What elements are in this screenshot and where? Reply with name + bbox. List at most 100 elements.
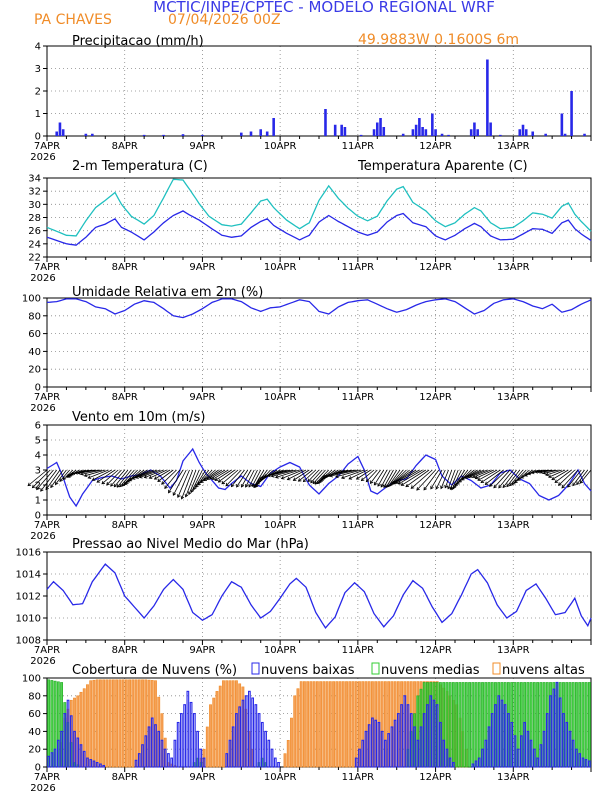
wind-arrow — [506, 469, 521, 487]
cloud-high-bar — [286, 739, 290, 768]
cloud-low-bar — [73, 730, 76, 768]
wind-arrow — [206, 469, 223, 480]
cloud-mid-bar — [474, 682, 478, 768]
wind-arrow — [157, 469, 174, 482]
wind-arrow — [144, 469, 164, 479]
cloud-low-bar — [241, 699, 245, 768]
cloud-high-bar — [303, 681, 306, 768]
precip-xtick-label: 9APR — [189, 141, 215, 152]
cloud-high-bar — [95, 679, 99, 768]
temp-ytick-label: 22 — [28, 253, 41, 264]
cloud-low-bar — [248, 690, 251, 768]
wind-arrow — [225, 469, 242, 487]
precip-xtick-year: 2026 — [30, 152, 55, 163]
cloud-low-bar — [176, 721, 180, 768]
cloud-low-bar — [264, 730, 267, 768]
wind-arrow-head — [444, 484, 448, 489]
wind-arrow — [106, 469, 122, 486]
wind-arrow-head — [110, 483, 114, 487]
cloud-low-bar — [231, 726, 235, 768]
cloud-low-bar — [442, 739, 446, 768]
cloud-low-bar — [134, 759, 138, 768]
wind-arrow-head — [410, 485, 415, 489]
cloud-low-bar — [396, 713, 400, 768]
cloud-low-bar — [529, 739, 533, 768]
wind-arrow-head — [221, 480, 226, 485]
wind-arrow — [191, 469, 203, 493]
wind-arrow-head — [128, 477, 133, 482]
cloud-high-bar — [293, 695, 297, 768]
cloud-low-bar — [257, 713, 261, 768]
cloud-high-bar — [341, 681, 345, 768]
cloud-low-bar — [507, 713, 510, 768]
wind-arrow — [50, 469, 64, 488]
wind-arrow-head — [203, 477, 208, 482]
precip-bar — [343, 127, 347, 136]
cloud-low-bar — [260, 721, 264, 768]
wind-arrow-head — [258, 476, 263, 481]
wind-arrow — [197, 469, 213, 486]
wind-arrow — [545, 469, 562, 476]
cloud-mid-bar — [464, 682, 468, 768]
humidity-xtick-label: 10APR — [264, 392, 297, 403]
cloud-mid-bar — [468, 682, 471, 768]
wind-arrow-head — [348, 476, 353, 480]
wind-arrow-head — [369, 480, 374, 485]
cloud-low-bar — [384, 739, 387, 768]
wind-arrow-head — [389, 482, 393, 487]
wind-arrow — [435, 469, 446, 490]
precip-ytick-label: 2 — [35, 87, 41, 98]
temp-ytick-label: 32 — [28, 187, 41, 198]
wind-arrow — [172, 469, 187, 496]
wind-arrow-head — [209, 476, 213, 480]
wind-arrow-head — [517, 477, 521, 481]
wind-arrow-head — [131, 476, 136, 480]
precip-bar — [414, 124, 418, 136]
cloud-panel: 0 20 40 60 80 100 7APR 8APR 9APR 10APR 11APR 12APR 1… — [22, 674, 592, 792]
wind-arrow-head — [59, 478, 63, 483]
wind-arrow-head — [506, 483, 510, 488]
cloud-low-bar — [66, 699, 70, 768]
temp-ytick-label: 28 — [28, 213, 41, 224]
cloud-low-bar — [581, 757, 585, 768]
humidity-xtick-label: 7APR — [34, 392, 60, 403]
cloud-low-bar — [419, 726, 423, 768]
cloud-low-bar — [89, 759, 93, 768]
precip-bar — [181, 134, 185, 136]
precip-bar — [382, 127, 386, 136]
wind-arrow — [430, 469, 443, 490]
wind-xtick-label: 13APR — [497, 520, 530, 531]
wind-arrow — [348, 469, 368, 480]
wind-arrow-head — [96, 479, 101, 483]
humidity-ytick-label: 80 — [28, 311, 41, 322]
precip-bar — [55, 131, 59, 136]
cloud-low-bar — [173, 739, 177, 768]
cloud-low-bar — [445, 748, 449, 768]
cloud-low-bar — [510, 721, 514, 768]
pressure-line — [46, 563, 592, 629]
cloud-xtick-label: 10APR — [264, 772, 297, 783]
wind-arrow-head — [458, 479, 462, 483]
wind-arrow — [373, 469, 385, 486]
cloud-low-bar — [167, 753, 170, 768]
wind-arrow — [444, 469, 453, 488]
header-title: MCTIC/INPE/CPTEC - MODELO REGIONAL WRF — [153, 0, 495, 16]
wind-xtick-label: 11APR — [342, 520, 375, 531]
cloud-low-bar — [497, 695, 501, 768]
header-station: PA CHAVES — [34, 12, 112, 28]
cloud-low-bar — [137, 753, 141, 768]
cloud-low-bar — [377, 721, 381, 768]
precip-title: Precipitacao (mm/h) — [72, 34, 204, 49]
precip-bar — [58, 122, 62, 136]
wind-arrow-head — [206, 476, 210, 480]
wind-arrow — [200, 469, 216, 483]
precip-ytick-label: 4 — [35, 42, 41, 53]
wind-title: Vento em 10m (m/s) — [72, 410, 205, 425]
wind-arrow-head — [539, 470, 544, 474]
wind-arrow — [241, 469, 252, 488]
wind-arrow-head — [464, 475, 468, 479]
pressure-xtick-label: 8APR — [112, 645, 138, 656]
wind-arrow-head — [472, 474, 477, 479]
precip-xtick-label: 8APR — [112, 141, 138, 152]
wind-arrow-head — [423, 486, 427, 491]
